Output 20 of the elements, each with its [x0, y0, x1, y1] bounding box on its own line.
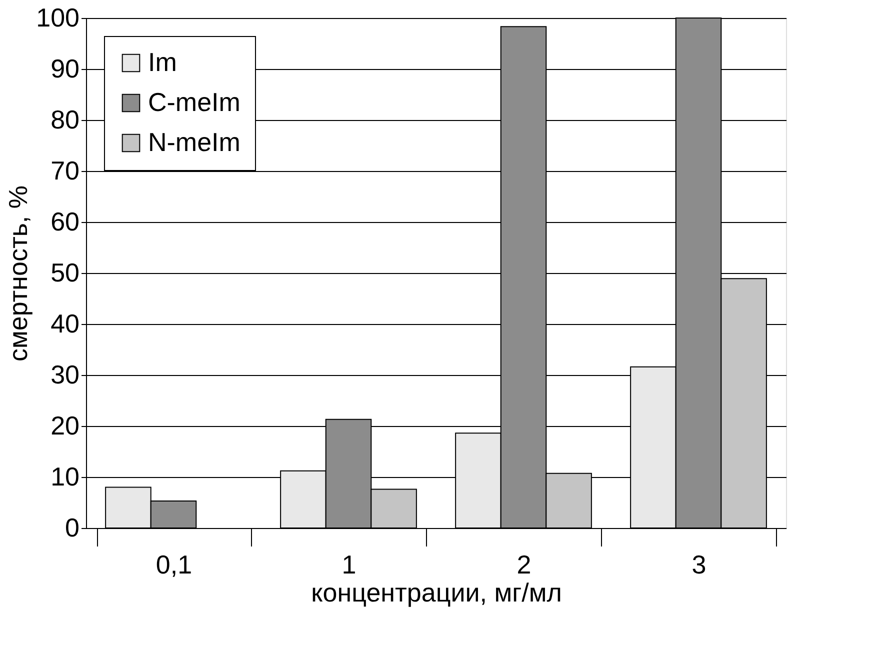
y-tick-label: 10 — [50, 462, 80, 492]
x-tick-label: 0,1 — [156, 550, 192, 580]
y-tick-label: 100 — [36, 2, 80, 32]
legend-label: C-meIm — [148, 87, 240, 117]
y-tick-label: 0 — [65, 512, 80, 542]
y-tick-label: 90 — [50, 54, 80, 84]
x-axis-title: концентрации, мг/мл — [311, 578, 562, 608]
y-axis-title: смертность, % — [3, 186, 34, 362]
y-tick-label: 60 — [50, 206, 80, 236]
y-tick-label: 30 — [50, 360, 80, 390]
x-tick-label: 1 — [342, 550, 356, 580]
y-tick-label: 70 — [50, 156, 80, 186]
y-tick-label: 50 — [50, 258, 80, 288]
y-tick-label: 80 — [50, 104, 80, 134]
x-tick-label: 2 — [516, 550, 532, 580]
legend-label: Im — [148, 47, 177, 77]
y-tick-label: 20 — [50, 410, 80, 440]
x-tick-label: 3 — [692, 550, 706, 580]
legend-label: N-meIm — [148, 127, 240, 157]
y-tick-label: 40 — [50, 308, 80, 338]
